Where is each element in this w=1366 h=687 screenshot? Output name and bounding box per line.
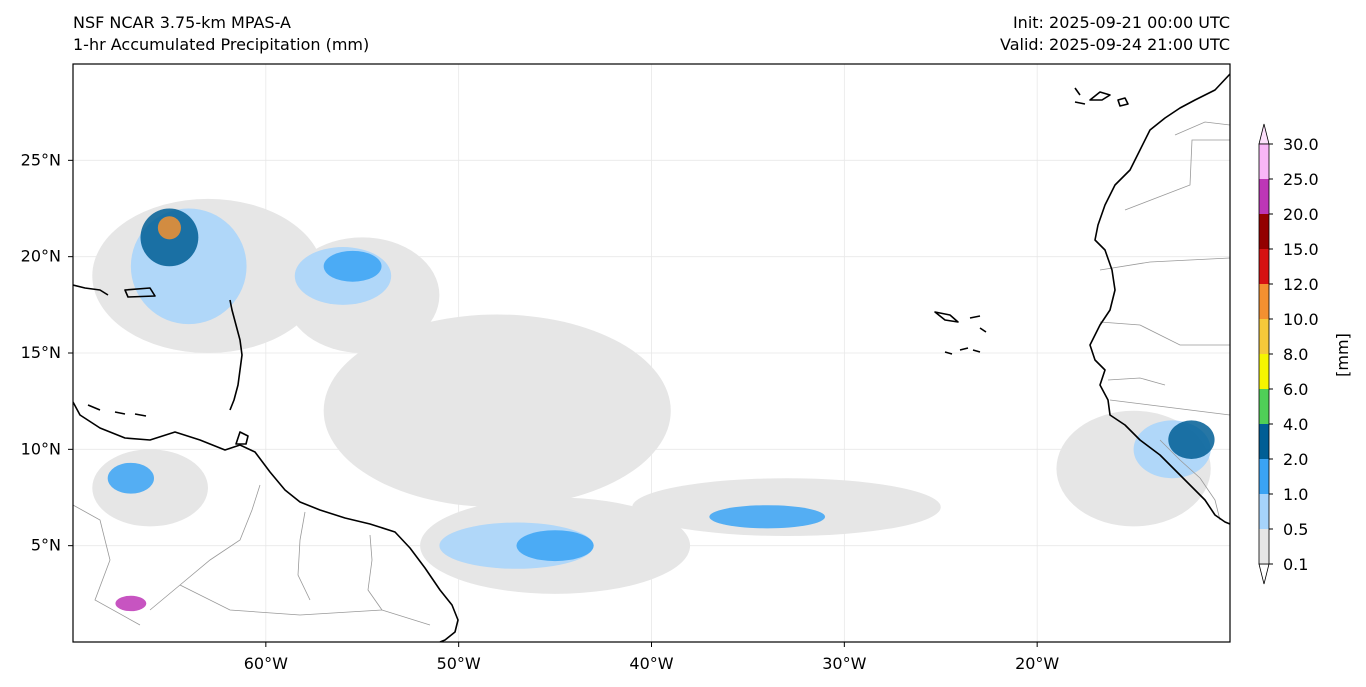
lon-tick-label: 40°W (629, 654, 673, 673)
colorbar-level-label: 12.0 (1283, 275, 1319, 294)
colorbar-level-label: 4.0 (1283, 415, 1308, 434)
lat-tick-label: 20°N (21, 247, 61, 266)
colorbar-level-label: 15.0 (1283, 240, 1319, 259)
colorbar-segment (1259, 249, 1269, 284)
lat-tick-label: 10°N (21, 439, 61, 458)
border-brazil (179, 584, 431, 626)
lon-tick-label: 30°W (822, 654, 866, 673)
colorbar-segment (1259, 214, 1269, 249)
lon-tick-label: 50°W (437, 654, 481, 673)
colorbar-level-label: 10.0 (1283, 310, 1319, 329)
border-guinea (1109, 399, 1230, 416)
colorbar-level-label: 20.0 (1283, 205, 1319, 224)
coast-canary-islands (1074, 87, 1129, 107)
colorbar-segment (1259, 424, 1269, 459)
colorbar-segment (1259, 529, 1269, 564)
lon-tick-label: 20°W (1015, 654, 1059, 673)
border-sierra-leone-liberia (1159, 439, 1201, 479)
colorbar-segment (1259, 144, 1269, 179)
coast-lesser-antilles (229, 299, 243, 411)
lat-tick-label: 5°N (31, 536, 61, 555)
coast-puerto-rico (124, 287, 156, 298)
border-suriname-guyana (297, 511, 311, 601)
colorbar-level-label: 30.0 (1283, 135, 1319, 154)
colorbar-segment (1259, 459, 1269, 494)
title-left: NSF NCAR 3.75-km MPAS-A 1-hr Accumulated… (73, 12, 369, 56)
precip-region (115, 595, 147, 612)
colorbar-level-label: 6.0 (1283, 380, 1308, 399)
colorbar-level-label: 1.0 (1283, 485, 1308, 504)
lon-tick-label: 60°W (244, 654, 288, 673)
precipitation-field (92, 198, 1215, 612)
colorbar-segment (1259, 284, 1269, 319)
colorbar-level-label: 8.0 (1283, 345, 1308, 364)
lat-tick-label: 15°N (21, 343, 61, 362)
precip-region (157, 216, 181, 240)
border-morocco (1174, 121, 1230, 136)
coastlines (73, 73, 1230, 642)
coast-africa (1089, 73, 1230, 525)
coast-hispaniola (73, 284, 109, 296)
coast-aruba-curacao (87, 404, 147, 417)
border-western-sahara (1124, 139, 1230, 211)
colorbar-segment (1259, 494, 1269, 529)
coast-trinidad (235, 431, 249, 445)
precip-region (323, 250, 382, 282)
valid-time: Valid: 2025-09-24 21:00 UTC (999, 35, 1230, 54)
border-colombia-venezuela (73, 504, 141, 626)
precip-region (1168, 420, 1215, 459)
coast-cape-verde-2 (969, 315, 987, 333)
lat-tick-label: 25°N (21, 150, 61, 169)
border-guyana-venezuela (149, 484, 261, 611)
title-right: Init: 2025-09-21 00:00 UTC Valid: 2025-0… (1000, 12, 1230, 56)
coast-cape-verde-1 (934, 311, 959, 323)
border-gambia (1107, 377, 1166, 386)
border-cote-divoire (1199, 477, 1221, 521)
precip-region (323, 314, 671, 508)
border-mauritania (1099, 257, 1230, 271)
colorbar: 0.1 0.5 1.0 2.0 4.0 6.0 8.0 10.0 12.0 15.0 20.0 25.… (1258, 123, 1319, 585)
colorbar-unit-label: [mm] (1333, 333, 1352, 377)
precip-region (92, 449, 208, 527)
field-title: 1-hr Accumulated Precipitation (mm) (73, 35, 370, 54)
colorbar-over-extension (1258, 123, 1270, 145)
coast-cape-verde-3 (944, 347, 981, 355)
colorbar-under-extension (1258, 563, 1270, 585)
colorbar-level-label: 25.0 (1283, 170, 1319, 189)
init-time: Init: 2025-09-21 00:00 UTC (1012, 13, 1230, 32)
precip-region (516, 530, 594, 562)
precip-region (709, 505, 826, 529)
model-title: NSF NCAR 3.75-km MPAS-A (73, 13, 291, 32)
axis-ticks: 25°N 20°N 15°N 10°N 5°N 60°W 50°W 40°W 30°W 20°W (21, 150, 1060, 673)
colorbar-level-label: 0.5 (1283, 520, 1308, 539)
precip-region (107, 462, 154, 494)
coast-south-america (73, 401, 459, 642)
political-borders (73, 121, 1230, 626)
colorbar-segment (1259, 179, 1269, 214)
border-senegal-mali (1099, 321, 1230, 346)
colorbar-level-label: 2.0 (1283, 450, 1308, 469)
border-french-guiana (367, 534, 383, 611)
colorbar-segment (1259, 319, 1269, 354)
colorbar-level-label: 0.1 (1283, 555, 1308, 574)
colorbar-segment (1259, 389, 1269, 424)
colorbar-segment (1259, 354, 1269, 389)
